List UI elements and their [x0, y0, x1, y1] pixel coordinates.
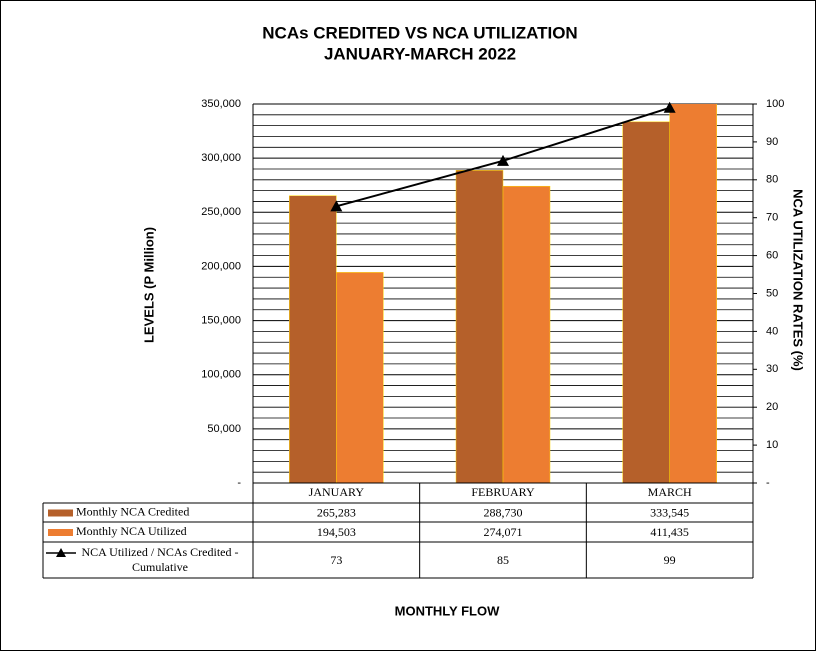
- legend-label: Monthly NCA Credited: [76, 504, 189, 518]
- table-value: 333,545: [650, 505, 689, 519]
- table-value: 194,503: [317, 525, 356, 539]
- y-tick-label: 200,000: [201, 260, 241, 272]
- legend-marker: [56, 548, 66, 557]
- y2-tick-label: -: [766, 477, 770, 489]
- plot-area: [289, 104, 717, 483]
- legend-label: NCA Utilized / NCAs Credited - Cumulativ…: [81, 545, 239, 574]
- x-axis-label: MONTHLY FLOW: [395, 603, 500, 618]
- x-tick-label: MARCH: [648, 485, 692, 499]
- y2-tick-label: 20: [766, 401, 778, 413]
- y2-tick-label: 40: [766, 325, 778, 337]
- y2-tick-label: 100: [766, 98, 784, 110]
- bar: [669, 104, 717, 483]
- y2-tick-label: 30: [766, 363, 778, 375]
- table-value: 73: [330, 553, 342, 567]
- bar: [622, 121, 670, 483]
- legend-swatch: [48, 509, 73, 517]
- y-tick-label: 250,000: [201, 206, 241, 218]
- y-tick-label: -: [237, 477, 241, 489]
- table-value: 85: [497, 553, 509, 567]
- bar: [289, 195, 337, 483]
- y-axis-label: LEVELS (P Million): [141, 227, 156, 343]
- table-value: 288,730: [484, 505, 523, 519]
- chart-title: NCAs CREDITED VS NCA UTILIZATION: [262, 23, 577, 42]
- table-value: 99: [664, 553, 676, 567]
- table-value: 274,071: [484, 525, 523, 539]
- y-tick-label: 350,000: [201, 98, 241, 110]
- y2-tick-label: 50: [766, 287, 778, 299]
- x-tick-label: JANUARY: [309, 485, 365, 499]
- y-tick-label: 100,000: [201, 369, 241, 381]
- y-tick-label: 300,000: [201, 152, 241, 164]
- y2-tick-label: 60: [766, 250, 778, 262]
- table-value: 411,435: [650, 525, 689, 539]
- y2-tick-label: 10: [766, 439, 778, 451]
- bar: [336, 272, 384, 483]
- legend-swatch: [48, 529, 73, 536]
- line-marker: [330, 200, 343, 212]
- y-tick-label: 50,000: [207, 423, 241, 435]
- legend-label-box: NCA Utilized / NCAs Credited - Cumulativ…: [81, 545, 239, 574]
- bar: [502, 185, 551, 483]
- line-marker: [663, 101, 676, 113]
- bar: [455, 170, 504, 483]
- table-value: 265,283: [317, 505, 356, 519]
- legend-label: Monthly NCA Utilized: [76, 524, 187, 538]
- y2-tick-label: 70: [766, 212, 778, 224]
- line-marker: [497, 154, 509, 166]
- chart-subtitle: JANUARY-MARCH 2022: [324, 44, 516, 63]
- x-tick-label: FEBRUARY: [471, 485, 535, 499]
- y-tick-label: 150,000: [201, 314, 241, 326]
- y2-axis-label: NCA UTILIZATION RATES (%): [791, 189, 806, 371]
- y2-tick-label: 90: [766, 136, 778, 148]
- y2-tick-label: 80: [766, 174, 778, 186]
